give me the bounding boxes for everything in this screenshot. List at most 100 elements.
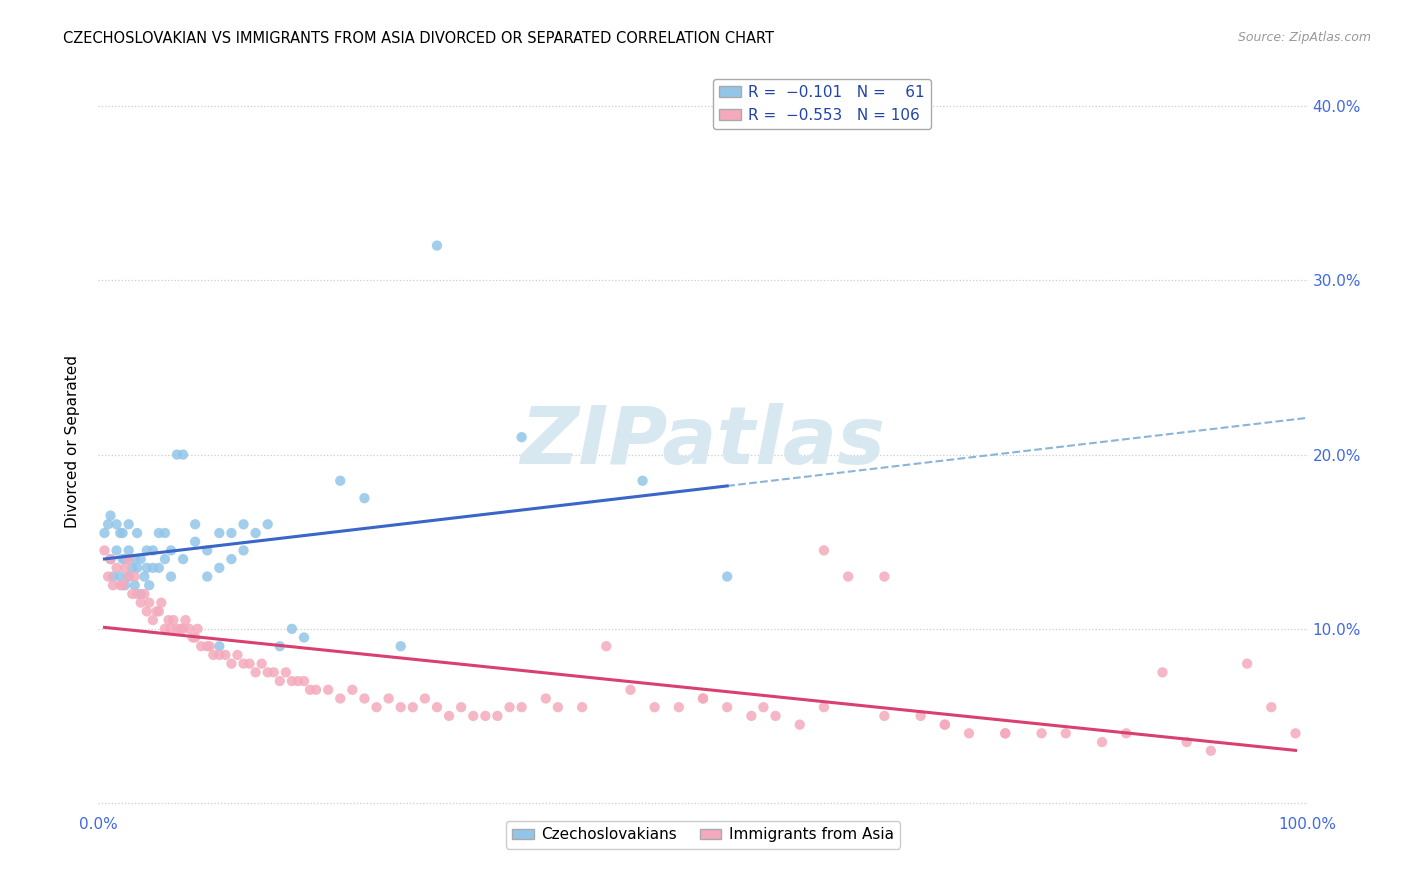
Point bbox=[366, 700, 388, 714]
Point bbox=[142, 543, 165, 558]
Point bbox=[184, 517, 207, 532]
Point bbox=[118, 517, 141, 532]
Point bbox=[195, 639, 218, 653]
Point bbox=[129, 552, 152, 566]
Point bbox=[150, 596, 173, 610]
Point bbox=[160, 543, 183, 558]
Point bbox=[716, 569, 738, 583]
Point bbox=[631, 474, 654, 488]
Point bbox=[153, 526, 176, 541]
Point bbox=[166, 448, 188, 462]
Point bbox=[202, 648, 225, 662]
Point bbox=[934, 717, 956, 731]
Point bbox=[198, 639, 221, 653]
Point bbox=[910, 709, 932, 723]
Point bbox=[377, 691, 399, 706]
Point bbox=[111, 578, 134, 592]
Point bbox=[873, 709, 896, 723]
Point bbox=[190, 639, 212, 653]
Point bbox=[129, 596, 152, 610]
Point bbox=[172, 448, 194, 462]
Point bbox=[221, 526, 243, 541]
Point bbox=[957, 726, 980, 740]
Point bbox=[121, 587, 143, 601]
Point bbox=[134, 569, 156, 583]
Point bbox=[121, 561, 143, 575]
Text: CZECHOSLOVAKIAN VS IMMIGRANTS FROM ASIA DIVORCED OR SEPARATED CORRELATION CHART: CZECHOSLOVAKIAN VS IMMIGRANTS FROM ASIA … bbox=[63, 31, 775, 46]
Point bbox=[353, 691, 375, 706]
Point bbox=[716, 700, 738, 714]
Point bbox=[127, 526, 149, 541]
Point bbox=[101, 569, 124, 583]
Point bbox=[221, 552, 243, 566]
Point bbox=[644, 700, 666, 714]
Point bbox=[873, 569, 896, 583]
Point bbox=[148, 604, 170, 618]
Point bbox=[157, 613, 180, 627]
Point bbox=[474, 709, 496, 723]
Point bbox=[274, 665, 297, 680]
Point bbox=[108, 526, 131, 541]
Point bbox=[97, 569, 120, 583]
Point bbox=[1115, 726, 1137, 740]
Point bbox=[994, 726, 1017, 740]
Point bbox=[281, 674, 304, 689]
Y-axis label: Divorced or Separated: Divorced or Separated bbox=[65, 355, 80, 528]
Point bbox=[118, 543, 141, 558]
Point bbox=[389, 639, 412, 653]
Point bbox=[181, 631, 204, 645]
Point bbox=[765, 709, 787, 723]
Point bbox=[287, 674, 309, 689]
Text: Source: ZipAtlas.com: Source: ZipAtlas.com bbox=[1237, 31, 1371, 45]
Point bbox=[160, 569, 183, 583]
Point bbox=[100, 552, 122, 566]
Point bbox=[1152, 665, 1174, 680]
Point bbox=[329, 474, 352, 488]
Point bbox=[160, 622, 183, 636]
Point bbox=[100, 552, 122, 566]
Point bbox=[124, 569, 146, 583]
Point bbox=[437, 709, 460, 723]
Point bbox=[142, 613, 165, 627]
Point bbox=[221, 657, 243, 671]
Point bbox=[752, 700, 775, 714]
Point bbox=[595, 639, 617, 653]
Point bbox=[184, 534, 207, 549]
Point bbox=[837, 569, 859, 583]
Point bbox=[148, 526, 170, 541]
Point bbox=[105, 543, 128, 558]
Point bbox=[208, 561, 231, 575]
Point bbox=[245, 526, 267, 541]
Point bbox=[813, 543, 835, 558]
Point bbox=[402, 700, 425, 714]
Point bbox=[1236, 657, 1258, 671]
Point bbox=[250, 657, 273, 671]
Point bbox=[1031, 726, 1053, 740]
Point bbox=[1091, 735, 1114, 749]
Point bbox=[510, 430, 533, 444]
Point bbox=[1260, 700, 1282, 714]
Point bbox=[510, 700, 533, 714]
Legend: Czechoslovakians, Immigrants from Asia: Czechoslovakians, Immigrants from Asia bbox=[506, 822, 900, 848]
Point bbox=[105, 517, 128, 532]
Point bbox=[413, 691, 436, 706]
Point bbox=[111, 552, 134, 566]
Point bbox=[245, 665, 267, 680]
Point bbox=[142, 561, 165, 575]
Point bbox=[118, 569, 141, 583]
Point bbox=[101, 578, 124, 592]
Point bbox=[208, 639, 231, 653]
Point bbox=[195, 543, 218, 558]
Point bbox=[174, 613, 197, 627]
Point bbox=[1175, 735, 1198, 749]
Point bbox=[232, 543, 254, 558]
Point bbox=[105, 561, 128, 575]
Point bbox=[111, 526, 134, 541]
Point bbox=[179, 622, 201, 636]
Point bbox=[463, 709, 485, 723]
Point bbox=[127, 587, 149, 601]
Point bbox=[426, 700, 449, 714]
Point bbox=[184, 631, 207, 645]
Point bbox=[353, 491, 375, 505]
Point bbox=[450, 700, 472, 714]
